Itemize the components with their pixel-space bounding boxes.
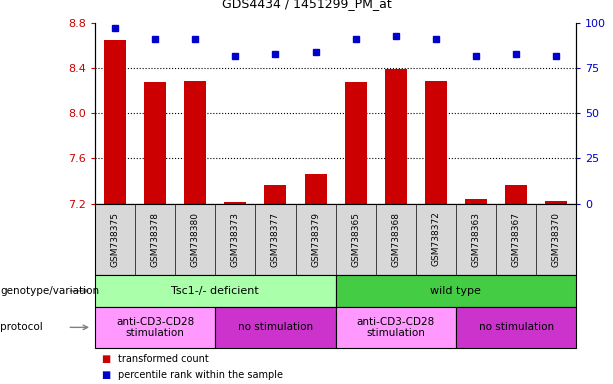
Text: GSM738380: GSM738380	[191, 212, 200, 266]
Bar	[224, 202, 246, 204]
Text: anti-CD3-CD28
stimulation: anti-CD3-CD28 stimulation	[116, 316, 194, 338]
Text: GSM738365: GSM738365	[351, 212, 360, 266]
Bar	[425, 81, 447, 204]
Bar	[505, 185, 527, 204]
Bar	[345, 82, 367, 204]
Text: GSM738373: GSM738373	[231, 212, 240, 266]
Bar	[465, 199, 487, 204]
Text: protocol: protocol	[0, 322, 43, 333]
Text: GSM738375: GSM738375	[110, 212, 120, 266]
Bar	[385, 69, 407, 204]
Bar	[185, 81, 207, 204]
Bar	[305, 174, 327, 204]
Text: no stimulation: no stimulation	[479, 322, 554, 333]
Text: GSM738377: GSM738377	[271, 212, 280, 266]
Text: anti-CD3-CD28
stimulation: anti-CD3-CD28 stimulation	[357, 316, 435, 338]
Text: ■: ■	[101, 370, 110, 380]
Bar	[264, 185, 286, 204]
Text: genotype/variation: genotype/variation	[0, 286, 99, 296]
Bar	[104, 40, 126, 204]
Text: GSM738379: GSM738379	[311, 212, 320, 266]
Text: GSM738370: GSM738370	[552, 212, 561, 266]
Text: Tsc1-/- deficient: Tsc1-/- deficient	[172, 286, 259, 296]
Text: GDS4434 / 1451299_PM_at: GDS4434 / 1451299_PM_at	[222, 0, 391, 10]
Text: transformed count: transformed count	[118, 354, 209, 364]
Text: GSM738368: GSM738368	[391, 212, 400, 266]
Text: no stimulation: no stimulation	[238, 322, 313, 333]
Text: wild type: wild type	[430, 286, 481, 296]
Bar	[144, 82, 166, 204]
Text: percentile rank within the sample: percentile rank within the sample	[118, 370, 283, 380]
Bar	[545, 201, 567, 204]
Text: GSM738363: GSM738363	[471, 212, 481, 266]
Text: GSM738372: GSM738372	[432, 212, 440, 266]
Text: GSM738367: GSM738367	[512, 212, 520, 266]
Text: GSM738378: GSM738378	[151, 212, 159, 266]
Text: ■: ■	[101, 354, 110, 364]
